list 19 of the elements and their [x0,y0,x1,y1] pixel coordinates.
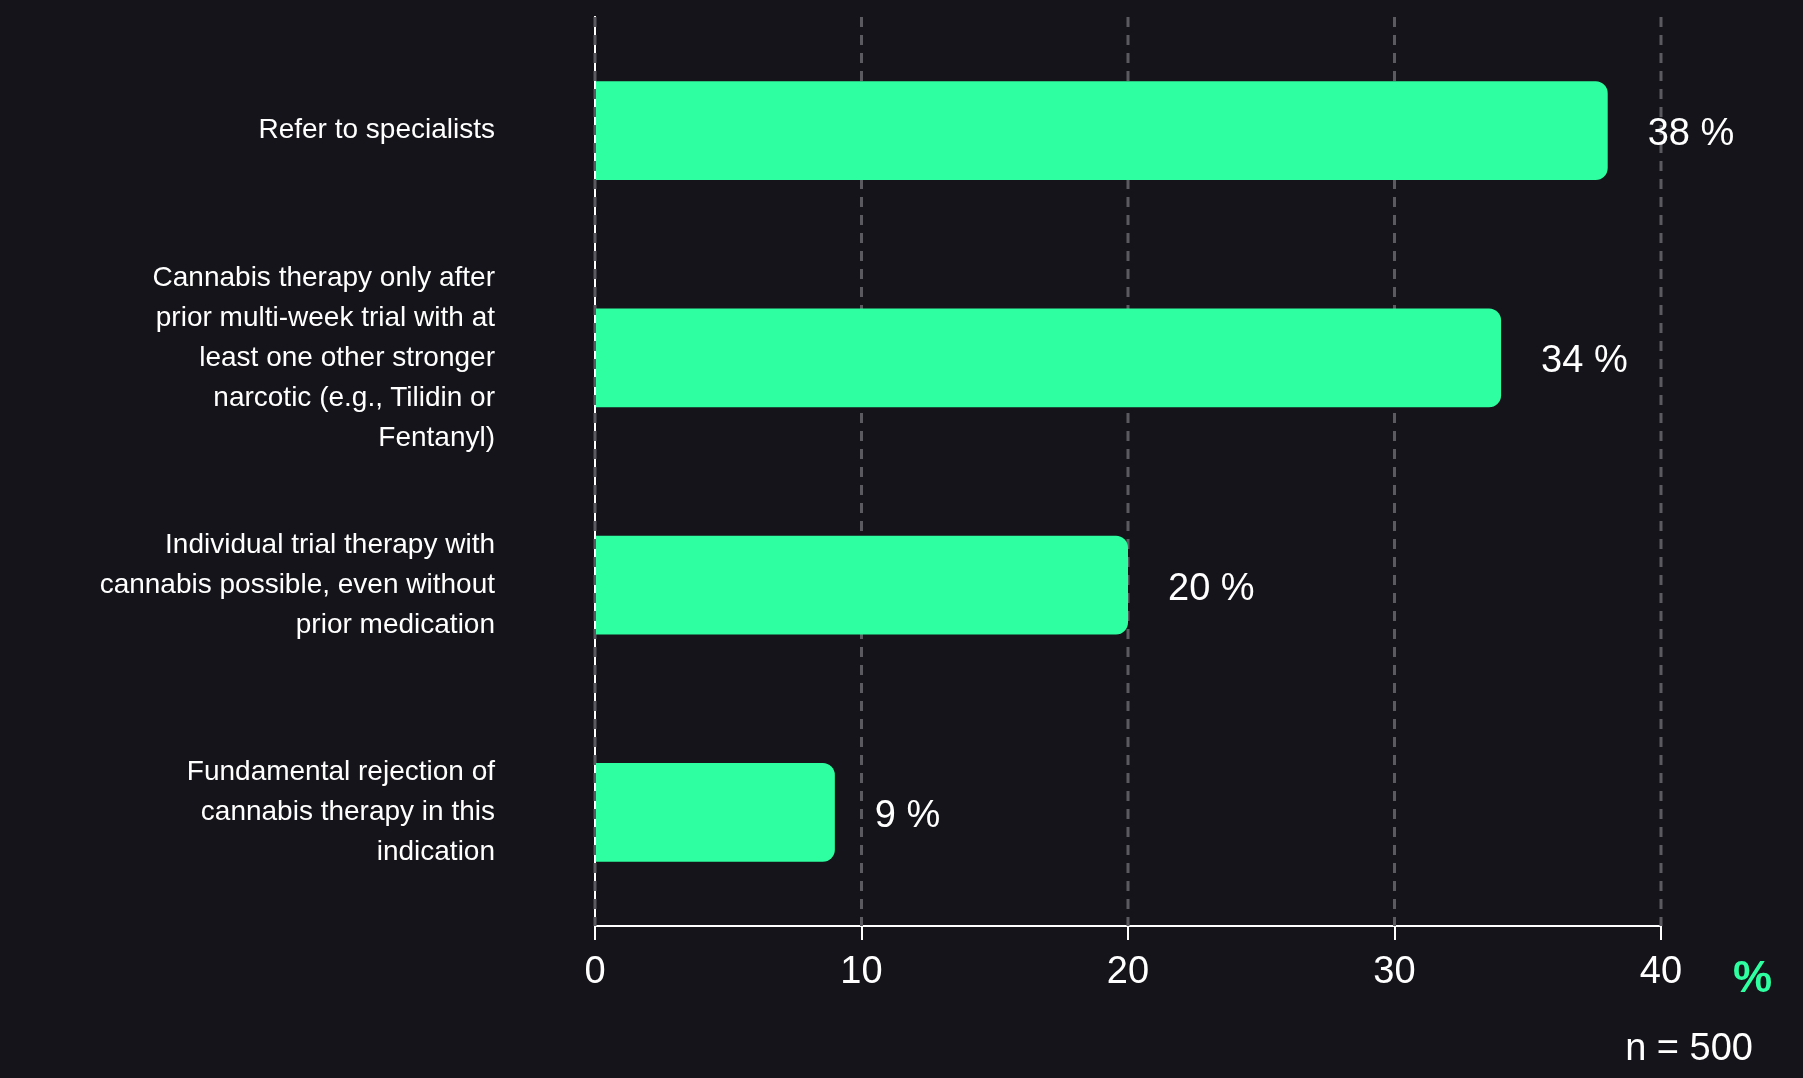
bar [596,81,1608,181]
data-label: 9 % [874,792,941,835]
x-tick-label: 30 [1373,949,1416,992]
y-tick-label: Refer to specialists [258,113,495,145]
x-tick-label: 10 [840,949,883,992]
y-tick-label: Individual trial therapy with cannabis possible, even without prior medication [99,527,496,639]
x-axis-title: % [1733,952,1773,1002]
x-tick-label: 0 [584,949,606,992]
x-tick-label: 40 [1639,949,1683,992]
data-label: 34 % [1541,338,1628,381]
y-tick-label: Cannabis therapy only after prior multi-week trial with at least one other stronger narcotic (e.g., Tilidin or Fentanyl) [152,260,496,452]
data-label: 20 % [1168,565,1255,608]
x-tick-label: 20 [1106,949,1150,992]
text: n = 500 [1625,1026,1753,1069]
y-tick-label: Fundamental rejection of cannabis therapy in this indication [186,755,496,867]
bar [596,535,1128,635]
bar [596,308,1502,408]
data-label: 38 % [1647,111,1735,154]
bar [596,762,835,862]
